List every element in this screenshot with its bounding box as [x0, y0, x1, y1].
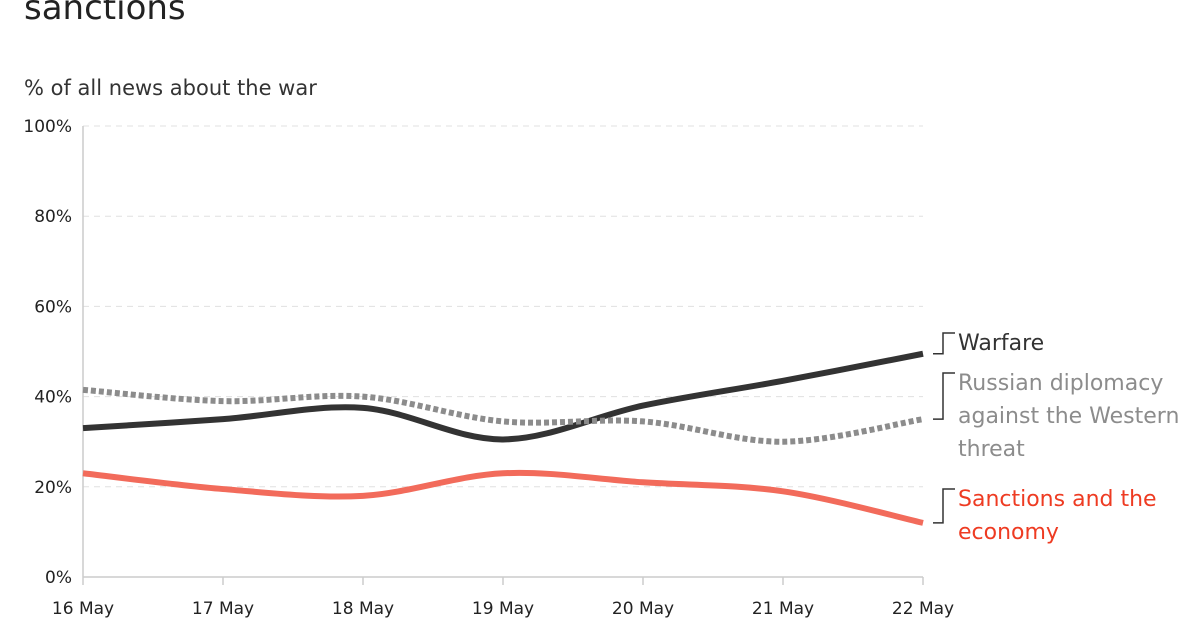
label-connector-sanctions: [933, 488, 955, 524]
series-label-warfare: Warfare: [958, 331, 1044, 356]
series-line-diplomacy: [82, 386, 924, 445]
y-tick-label: 80%: [34, 207, 72, 227]
label-connector-diplomacy: [933, 372, 955, 420]
x-tick-label: 19 May: [472, 599, 534, 619]
axes: 0% 20% 40% 60% 80% 100% 16 May 17 May 18 May 19 M…: [23, 117, 954, 619]
x-tick-label: 17 May: [192, 599, 254, 619]
x-tick-label: 22 May: [892, 599, 954, 619]
y-tick-label: 100%: [23, 117, 72, 137]
x-tick-label: 18 May: [332, 599, 394, 619]
series-lines: [82, 350, 924, 526]
series-label-sanctions: Sanctions and the economy: [958, 487, 1157, 545]
series-label-diplomacy: Russian diplomacy against the Western thre…: [958, 371, 1179, 462]
x-tick-label: 21 May: [752, 599, 814, 619]
y-tick-label: 0%: [45, 568, 72, 588]
label-connector-warfare: [933, 332, 955, 355]
chart-title: sanctions: [24, 0, 186, 28]
series-line-sanctions: [82, 469, 924, 526]
x-tick-label: 16 May: [52, 599, 114, 619]
y-tick-label: 60%: [34, 297, 72, 317]
series-labels: Warfare Russian diplomacy against the West…: [933, 331, 1179, 545]
y-axis-label: % of all news about the war: [24, 76, 317, 100]
y-tick-label: 20%: [34, 478, 72, 498]
grid-lines: [83, 125, 923, 488]
series-line-warfare: [82, 350, 924, 443]
y-tick-label: 40%: [34, 388, 72, 408]
x-tick-label: 20 May: [612, 599, 674, 619]
